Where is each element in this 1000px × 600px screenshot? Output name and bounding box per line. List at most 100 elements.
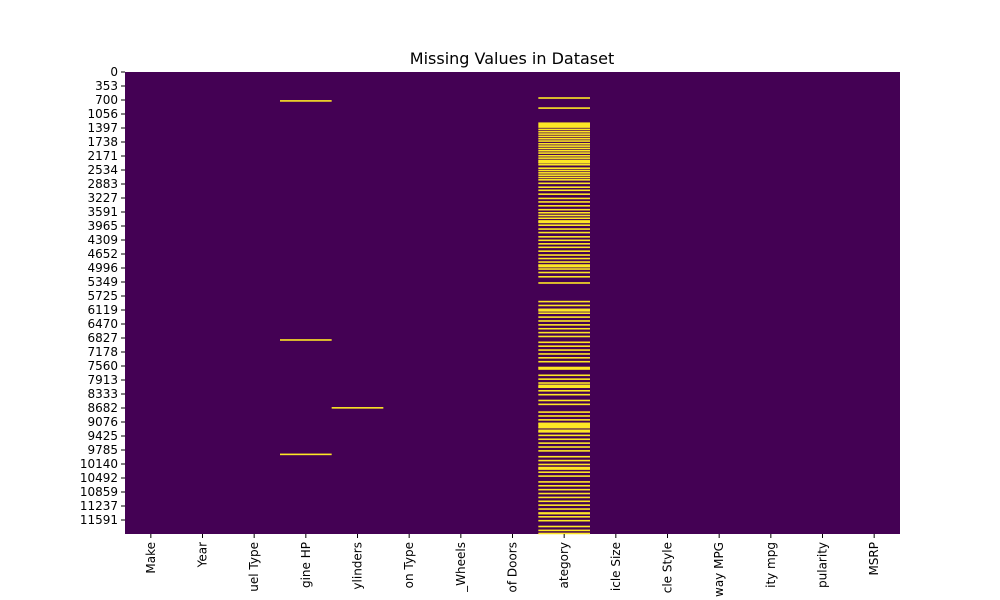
missing-cell-market-category: [538, 403, 590, 406]
missing-cell-market-category: [538, 268, 590, 270]
missing-cell-market-category: [538, 157, 590, 159]
missing-cell-market-category: [538, 442, 590, 444]
missing-cell-market-category: [538, 271, 590, 274]
row-tick-label: 6470: [87, 317, 118, 331]
heatmap-background: [125, 72, 900, 534]
chart-title: Missing Values in Dataset: [410, 49, 614, 68]
missing-cell-market-category: [538, 250, 590, 252]
missing-cell-market-category: [538, 378, 590, 380]
missing-cell-market-category: [538, 97, 590, 99]
column-tick-label-city-mpg: ity mpg: [764, 542, 778, 588]
missing-cell-market-category: [538, 142, 590, 145]
missing-band-market-category: [538, 122, 590, 128]
missing-cell-market-category: [538, 137, 590, 140]
missing-cell-market-category: [538, 135, 590, 138]
missing-cell-market-category: [538, 186, 590, 188]
missing-cell-market-category: [538, 471, 590, 474]
row-tick-label: 353: [95, 79, 118, 93]
row-tick-label: 5349: [87, 275, 118, 289]
missing-cell-market-category: [538, 163, 590, 166]
row-tick-label: 5725: [87, 289, 118, 303]
missing-cell-market-category: [538, 145, 590, 147]
missing-cell-market-category: [538, 133, 590, 135]
missing-cell-market-category: [538, 174, 590, 176]
missing-cell-market-category: [538, 492, 590, 495]
missing-cell-market-category: [538, 211, 590, 214]
row-tick-label: 2534: [87, 163, 118, 177]
missing-cell-market-category: [538, 532, 590, 535]
missing-cell-market-category: [538, 149, 590, 152]
missing-cell-market-category: [538, 488, 590, 491]
column-tick-label-fuel-type: uel Type: [247, 542, 261, 592]
missing-cell-market-category: [538, 228, 590, 230]
column-tick-label-driven-wheels: _Wheels: [454, 542, 468, 593]
row-tick-label: 8682: [87, 401, 118, 415]
missing-cell-market-category: [538, 360, 590, 363]
row-tick-label: 6827: [87, 331, 118, 345]
row-tick-label: 4652: [87, 247, 118, 261]
missing-cell-market-category: [538, 327, 590, 330]
column-tick-label-vehicle-style: cle Style: [661, 542, 675, 593]
missing-cell-cylinders: [331, 407, 384, 409]
missing-cell-market-category: [538, 246, 590, 249]
row-tick-label: 3965: [87, 219, 118, 233]
missing-cell-market-category: [538, 484, 590, 487]
row-tick-label: 11591: [80, 513, 118, 527]
missing-cell-market-category: [538, 335, 590, 338]
missing-cell-market-category: [538, 415, 590, 417]
missing-cell-market-category: [538, 419, 590, 421]
row-tick-label: 10492: [80, 471, 118, 485]
missing-cell-market-category: [538, 201, 590, 203]
column-tick-label-vehicle-size: icle Size: [609, 542, 623, 591]
column-tick-label-number-of-doors: of Doors: [506, 542, 520, 593]
column-tick-label-year: Year: [196, 542, 210, 568]
missing-cell-market-category: [538, 389, 590, 392]
row-tick-label: 7178: [87, 345, 118, 359]
missing-band-market-category: [538, 512, 590, 515]
missing-cell-market-category: [538, 130, 590, 133]
row-tick-label: 6119: [87, 303, 118, 317]
missing-cell-market-category: [538, 236, 590, 238]
missing-cell-market-category: [538, 257, 590, 260]
row-tick-label: 8333: [87, 387, 118, 401]
missing-cell-market-category: [538, 357, 590, 359]
missing-cell-market-category: [538, 382, 590, 384]
missing-cell-market-category: [538, 197, 590, 200]
missing-band-market-category: [538, 160, 590, 164]
missing-band-market-category: [538, 429, 590, 433]
missing-cell-market-category: [538, 331, 590, 334]
missing-cell-market-category: [538, 140, 590, 142]
row-tick-label: 4309: [87, 233, 118, 247]
missing-cell-market-category: [538, 446, 590, 448]
missing-cell-market-category: [538, 434, 590, 437]
missing-band-market-category: [538, 367, 590, 370]
row-tick-label: 1397: [87, 121, 118, 135]
missing-cell-market-category: [538, 516, 590, 518]
missing-cell-market-category: [538, 300, 590, 303]
column-tick-label-highway-mpg: way MPG: [712, 542, 726, 597]
row-tick-label: 4996: [87, 261, 118, 275]
missing-cell-market-category: [538, 239, 590, 242]
missing-cell-market-category: [538, 320, 590, 322]
missing-cell-market-category: [538, 167, 590, 169]
missing-cell-market-category: [538, 304, 590, 307]
column-tick-label-market-category: ategory: [557, 542, 571, 588]
missing-cell-market-category: [538, 324, 590, 326]
row-tick-label: 7913: [87, 373, 118, 387]
missing-cell-market-category: [538, 349, 590, 351]
missing-cell-market-category: [538, 341, 590, 344]
missing-band-market-category: [538, 466, 590, 470]
missing-cell-market-category: [538, 176, 590, 179]
missing-cell-engine-hp: [280, 453, 332, 456]
missing-cell-market-category: [538, 393, 590, 396]
missing-cell-market-category: [538, 481, 590, 483]
missing-cell-market-category: [538, 179, 590, 181]
missing-cell-market-category: [538, 525, 590, 528]
missing-cell-engine-hp: [280, 100, 332, 102]
missing-band-market-category: [538, 264, 590, 268]
missing-cell-market-category: [538, 275, 590, 278]
missing-cell-market-category: [538, 475, 590, 477]
missing-cell-market-category: [538, 504, 590, 506]
row-tick-label: 10859: [80, 485, 118, 499]
